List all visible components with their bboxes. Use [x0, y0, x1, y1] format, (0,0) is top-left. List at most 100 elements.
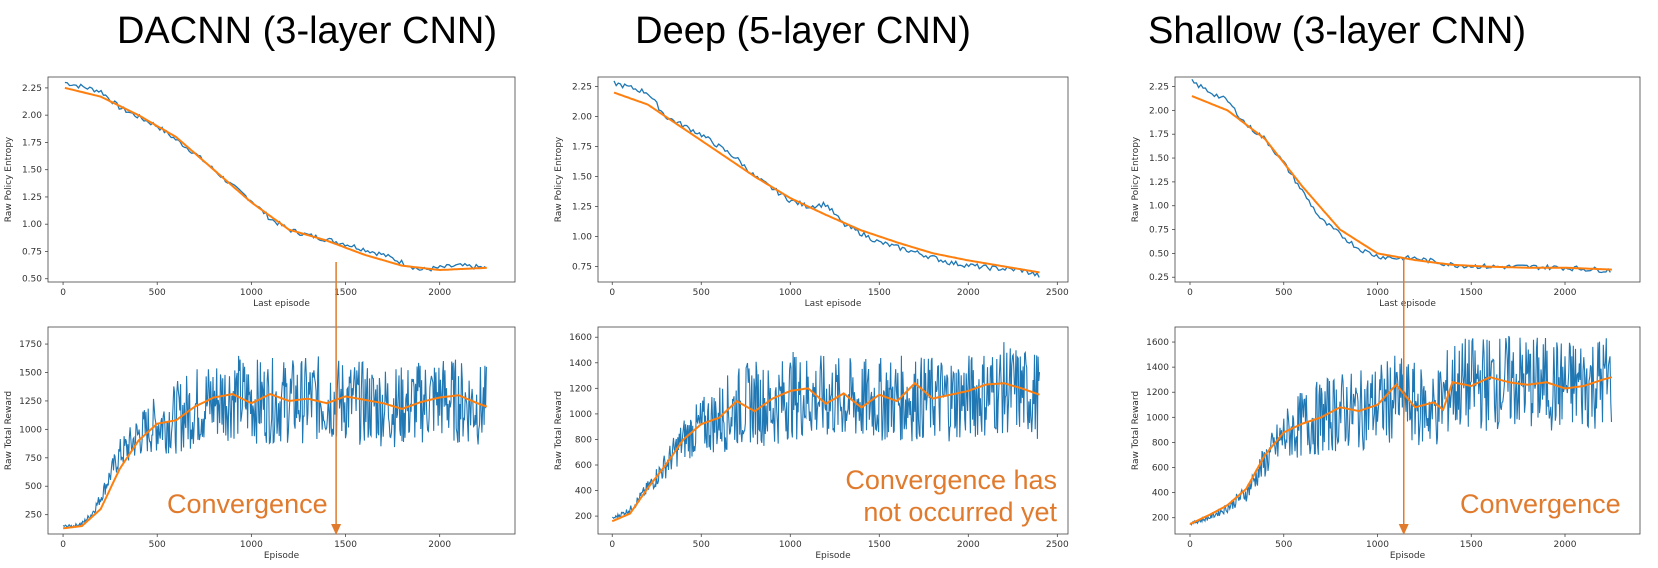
smooth-series-line — [1189, 376, 1613, 525]
x-tick-label: 2500 — [1046, 288, 1069, 298]
x-tick-label: 500 — [149, 288, 166, 298]
y-tick-label: 0.50 — [22, 275, 42, 285]
y-tick-label: 600 — [575, 461, 592, 471]
y-tick-label: 250 — [25, 511, 42, 521]
x-tick-label: 2000 — [428, 288, 451, 298]
y-tick-label: 400 — [1152, 489, 1169, 499]
x-axis-label: Last episode — [1379, 299, 1436, 309]
y-tick-label: 800 — [575, 435, 592, 445]
y-tick-label: 1600 — [569, 333, 592, 343]
y-tick-label: 0.75 — [22, 247, 42, 257]
convergence-annotation-deep: Convergence has not occurred yet — [810, 464, 1057, 528]
y-tick-label: 1.75 — [22, 138, 42, 148]
y-axis-label: Raw Total Reward — [4, 391, 14, 470]
y-tick-label: 1.00 — [22, 220, 42, 230]
x-tick-label: 1500 — [1460, 288, 1483, 298]
y-axis-label: Raw Policy Entropy — [554, 136, 564, 222]
plot-frame — [47, 326, 516, 535]
smooth-series-line — [1191, 95, 1612, 271]
smooth-series-line — [613, 91, 1040, 274]
y-tick-label: 750 — [25, 454, 42, 464]
x-tick-label: 2000 — [1554, 540, 1577, 550]
y-tick-label: 0.25 — [1149, 273, 1169, 283]
x-axis-label: Episode — [815, 551, 851, 561]
x-tick-label: 2000 — [1554, 288, 1577, 298]
x-tick-label: 1000 — [1366, 288, 1389, 298]
x-axis-label: Last episode — [253, 299, 310, 309]
plot-frame — [47, 76, 516, 283]
raw-series-line — [62, 355, 487, 529]
x-tick-label: 0 — [609, 540, 615, 550]
x-axis-label: Last episode — [805, 299, 862, 309]
y-tick-label: 600 — [1152, 464, 1169, 474]
plot-frame — [597, 76, 1069, 283]
y-tick-label: 0.75 — [1149, 226, 1169, 236]
x-tick-label: 1500 — [868, 288, 891, 298]
y-axis-label: Raw Policy Entropy — [1131, 136, 1141, 222]
y-tick-label: 1200 — [1146, 388, 1169, 398]
x-tick-label: 1000 — [240, 540, 263, 550]
x-tick-label: 1000 — [240, 288, 263, 298]
y-tick-label: 1.50 — [22, 166, 42, 176]
y-tick-label: 2.25 — [22, 84, 42, 94]
x-axis-label: Episode — [1390, 551, 1426, 561]
y-tick-label: 1600 — [1146, 338, 1169, 348]
y-tick-label: 1.75 — [1149, 130, 1169, 140]
y-tick-label: 1000 — [19, 425, 42, 435]
smooth-series-line — [611, 381, 1040, 523]
x-tick-label: 2000 — [428, 540, 451, 550]
y-tick-label: 1.25 — [22, 193, 42, 203]
y-tick-label: 1.50 — [572, 173, 592, 183]
x-tick-label: 1500 — [334, 540, 357, 550]
column-title-shallow: Shallow (3-layer CNN) — [1148, 10, 1526, 52]
y-tick-label: 1.25 — [572, 202, 592, 212]
convergence-annotation-dacnn: Convergence — [167, 488, 328, 520]
plot-frame — [1174, 76, 1641, 283]
y-axis-label: Raw Total Reward — [1131, 391, 1141, 470]
x-tick-label: 1000 — [1366, 540, 1389, 550]
x-tick-label: 1000 — [779, 540, 802, 550]
chart-panel: 0 500 1000 1500 2000 250 500 750 1000 1250 1500 175… — [4, 326, 516, 561]
y-tick-label: 200 — [1152, 514, 1169, 524]
x-tick-label: 2500 — [1046, 540, 1069, 550]
y-tick-label: 0.50 — [1149, 249, 1169, 259]
plot-frame — [597, 326, 1069, 535]
x-tick-label: 0 — [60, 288, 66, 298]
raw-series-line — [612, 342, 1041, 520]
chart-panel: 0 500 1000 1500 2000 2500 0.75 1.00 1.25 1.50 1.75… — [554, 76, 1069, 309]
x-tick-label: 1500 — [868, 540, 891, 550]
y-tick-label: 800 — [1152, 438, 1169, 448]
convergence-arrow-head — [331, 524, 342, 535]
y-tick-label: 0.75 — [572, 262, 592, 272]
y-tick-label: 1.25 — [1149, 178, 1169, 188]
y-tick-label: 2.25 — [1149, 83, 1169, 93]
y-tick-label: 1400 — [569, 359, 592, 369]
x-tick-label: 1500 — [334, 288, 357, 298]
y-tick-label: 1400 — [1146, 363, 1169, 373]
annotation-line: Convergence — [1460, 489, 1621, 519]
y-tick-label: 1250 — [19, 397, 42, 407]
column-title-deep: Deep (5-layer CNN) — [635, 10, 971, 52]
y-tick-label: 400 — [575, 487, 592, 497]
x-tick-label: 500 — [149, 540, 166, 550]
y-tick-label: 1750 — [19, 340, 42, 350]
y-tick-label: 2.00 — [572, 113, 592, 123]
y-tick-label: 1.75 — [572, 143, 592, 153]
x-tick-label: 0 — [1187, 540, 1193, 550]
convergence-arrow-head — [1398, 524, 1409, 535]
column-title-dacnn: DACNN (3-layer CNN) — [116, 10, 498, 52]
y-tick-label: 2.25 — [572, 83, 592, 93]
x-tick-label: 2000 — [957, 288, 980, 298]
chart-panel: 0 500 1000 1500 2000 2500 200 400 600 800 1000 1200… — [554, 326, 1069, 561]
y-tick-label: 1000 — [1146, 413, 1169, 423]
plot-frame — [1174, 326, 1641, 535]
y-tick-label: 500 — [25, 482, 42, 492]
y-tick-label: 2.00 — [1149, 106, 1169, 116]
annotation-line: not occurred yet — [863, 497, 1057, 527]
x-tick-label: 500 — [693, 288, 710, 298]
y-tick-label: 200 — [575, 512, 592, 522]
y-tick-label: 1000 — [569, 410, 592, 420]
y-tick-label: 1200 — [569, 384, 592, 394]
x-tick-label: 0 — [1187, 288, 1193, 298]
x-axis-label: Episode — [264, 551, 300, 561]
